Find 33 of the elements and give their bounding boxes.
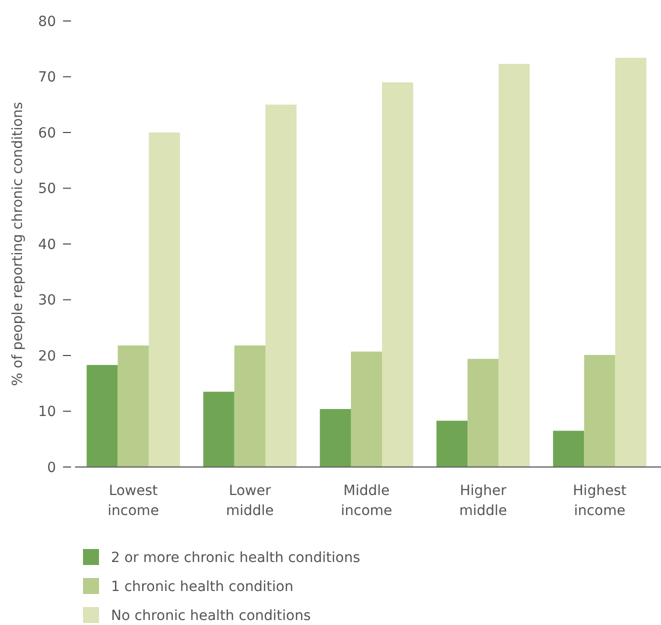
bar: [615, 58, 646, 467]
bar: [436, 420, 468, 467]
bar: [584, 354, 616, 467]
y-tick-label: 30: [38, 292, 56, 309]
legend-label: 1 chronic health condition: [111, 578, 294, 595]
bar: [234, 345, 266, 467]
bar: [382, 82, 414, 467]
x-tick-label: Lower middle: [226, 483, 274, 519]
x-tick-label: Higher middle: [459, 483, 508, 519]
bar: [86, 364, 118, 467]
y-tick-label: 60: [38, 125, 56, 142]
bar: [553, 430, 584, 467]
y-tick-label: 10: [38, 404, 56, 420]
y-tick-label: 50: [38, 181, 56, 198]
y-tick-label: 0: [47, 460, 56, 476]
bar: [468, 358, 499, 467]
x-tick-label: Middle income: [340, 483, 392, 519]
y-tick-label: 70: [38, 70, 56, 86]
x-tick-label: Highest income: [572, 483, 627, 519]
legend-label: No chronic health conditions: [111, 608, 311, 624]
y-tick-label: 80: [38, 14, 56, 30]
bar: [265, 104, 297, 467]
y-tick-label: 20: [38, 348, 56, 364]
legend-label: 2 or more chronic health conditions: [111, 550, 360, 566]
x-tick-label: Lowest income: [108, 483, 159, 519]
y-tick-label: 40: [38, 236, 56, 253]
bar: [498, 64, 530, 467]
y-axis-title: % of people reporting chronic conditions: [10, 102, 26, 386]
bar: [350, 352, 382, 467]
bar: [203, 392, 234, 467]
bar: [148, 132, 180, 467]
bar: [118, 345, 149, 467]
bar: [320, 409, 351, 467]
